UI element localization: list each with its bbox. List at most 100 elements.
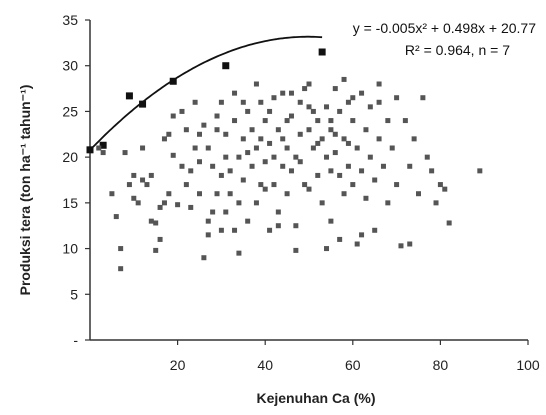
data-point bbox=[258, 99, 264, 105]
data-point bbox=[118, 246, 124, 252]
data-point bbox=[245, 150, 251, 156]
data-point bbox=[337, 172, 343, 178]
data-point bbox=[337, 108, 343, 114]
data-point bbox=[367, 104, 373, 110]
data-point bbox=[100, 150, 106, 156]
data-point bbox=[367, 154, 373, 160]
data-point bbox=[267, 227, 273, 233]
data-point bbox=[210, 163, 216, 169]
data-point bbox=[341, 191, 347, 197]
data-point bbox=[214, 113, 220, 119]
y-axis-ticks: - 5 10 15 20 25 30 35 bbox=[62, 12, 90, 348]
data-point bbox=[328, 127, 334, 133]
data-point bbox=[140, 177, 146, 183]
y-tick-label: 20 bbox=[62, 149, 78, 165]
data-point bbox=[324, 246, 330, 252]
data-point bbox=[424, 154, 430, 160]
data-point bbox=[306, 81, 312, 87]
data-point bbox=[183, 182, 189, 188]
data-point bbox=[324, 104, 330, 110]
data-point bbox=[359, 168, 365, 174]
data-point bbox=[402, 118, 408, 124]
data-point bbox=[275, 127, 281, 133]
data-point bbox=[297, 159, 303, 165]
data-point bbox=[398, 243, 404, 249]
data-point bbox=[280, 163, 286, 169]
data-point bbox=[407, 241, 413, 247]
regression-equation: y = -0.005x² + 0.498x + 20.77 bbox=[353, 20, 537, 36]
boundary-point bbox=[99, 141, 107, 149]
data-point bbox=[284, 191, 290, 197]
data-point bbox=[376, 99, 382, 105]
data-point bbox=[363, 127, 369, 133]
data-point bbox=[131, 172, 137, 178]
data-point bbox=[350, 95, 356, 101]
data-point bbox=[280, 136, 286, 142]
data-point bbox=[205, 232, 211, 238]
data-point bbox=[236, 154, 242, 160]
y-tick-label: - bbox=[73, 332, 78, 348]
data-point bbox=[310, 108, 316, 114]
data-point bbox=[175, 202, 181, 208]
data-point bbox=[253, 200, 259, 206]
data-point bbox=[271, 95, 277, 101]
data-point bbox=[161, 136, 167, 142]
data-point bbox=[218, 99, 224, 105]
data-point bbox=[267, 140, 273, 146]
data-point bbox=[306, 186, 312, 192]
data-point bbox=[227, 168, 233, 174]
data-point bbox=[350, 118, 356, 124]
boundary-point bbox=[318, 48, 326, 56]
data-point bbox=[297, 99, 303, 105]
data-point bbox=[205, 145, 211, 151]
data-point bbox=[135, 200, 141, 206]
x-axis-title: Kejenuhan Ca (%) bbox=[256, 390, 375, 406]
data-point bbox=[302, 182, 308, 188]
data-point bbox=[197, 159, 202, 165]
data-point bbox=[306, 104, 312, 110]
data-point bbox=[280, 90, 286, 96]
data-point bbox=[223, 131, 229, 137]
data-point bbox=[240, 99, 246, 105]
data-point bbox=[192, 99, 198, 105]
fit-curve bbox=[89, 35, 323, 151]
data-point bbox=[131, 195, 137, 201]
data-point bbox=[385, 200, 391, 206]
data-point bbox=[218, 172, 224, 178]
data-point bbox=[227, 191, 233, 197]
data-point bbox=[324, 154, 330, 160]
data-point bbox=[337, 236, 343, 242]
data-point bbox=[148, 218, 154, 224]
data-point bbox=[437, 182, 443, 188]
data-point bbox=[284, 145, 290, 151]
data-point bbox=[201, 122, 207, 128]
data-point bbox=[166, 191, 172, 197]
data-point bbox=[446, 220, 452, 226]
data-point bbox=[328, 118, 334, 124]
x-tick-label: 60 bbox=[345, 357, 361, 373]
data-point bbox=[429, 168, 435, 174]
data-point bbox=[288, 168, 294, 174]
y-axis-title: Produksi tera (ton ha⁻¹ tahun⁻¹) bbox=[17, 85, 33, 296]
data-point bbox=[293, 154, 299, 160]
data-point bbox=[153, 247, 159, 253]
data-point bbox=[328, 168, 334, 174]
data-point bbox=[332, 86, 338, 92]
data-point bbox=[161, 200, 167, 206]
data-point bbox=[372, 227, 378, 233]
data-point bbox=[433, 200, 439, 206]
data-points bbox=[86, 48, 483, 272]
data-point bbox=[170, 113, 176, 119]
x-tick-label: 40 bbox=[257, 357, 273, 373]
data-point bbox=[271, 182, 277, 188]
data-point bbox=[345, 163, 351, 169]
data-point bbox=[232, 118, 238, 124]
data-point bbox=[407, 163, 413, 169]
data-point bbox=[288, 90, 294, 96]
data-point bbox=[122, 150, 128, 156]
data-point bbox=[297, 131, 303, 137]
data-point bbox=[376, 81, 382, 87]
data-point bbox=[188, 204, 194, 210]
data-point bbox=[148, 172, 154, 178]
data-point bbox=[275, 209, 281, 215]
